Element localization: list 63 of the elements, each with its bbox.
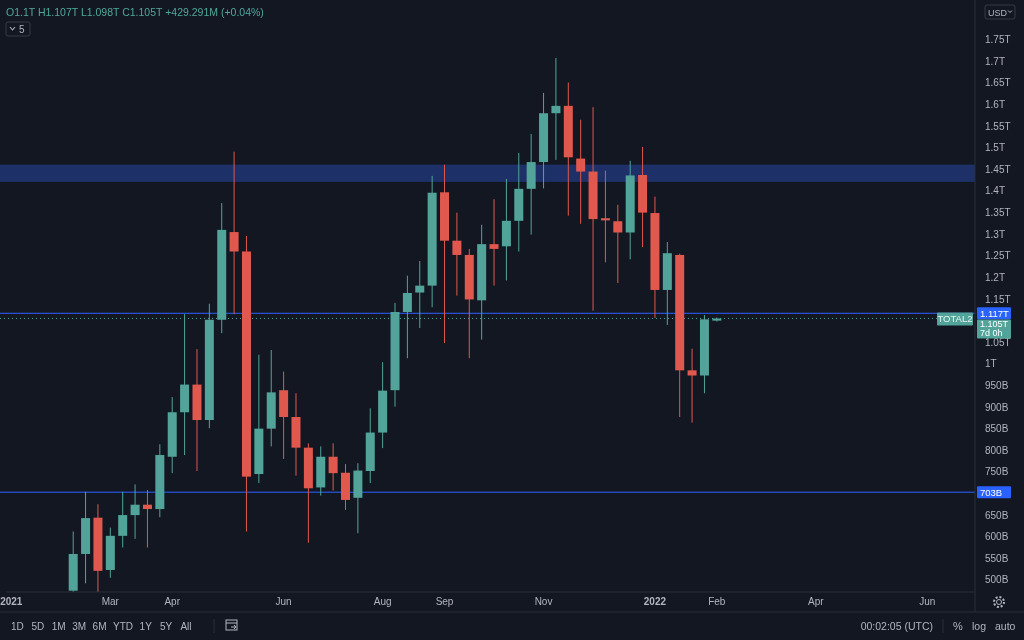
text: log (972, 620, 987, 632)
x-tick-label: Feb (708, 596, 726, 607)
annotation: 5 (19, 24, 25, 35)
x-tick-label: Jun (275, 596, 292, 607)
x-tick-label: Nov (534, 596, 553, 607)
y-tick-label: 800B (985, 444, 1009, 456)
ref-line-label: TOTAL2 (937, 312, 973, 324)
text: All (180, 621, 192, 632)
y-tick-label: 650B (985, 509, 1009, 521)
ref-line-label: 1.117T (980, 307, 1010, 319)
y-tick-label: 1.15T (985, 293, 1011, 305)
text: 00:02:05 (UTC) (860, 620, 933, 632)
x-tick-label: 2021 (0, 596, 23, 607)
y-tick-label: 1.4T (985, 185, 1006, 197)
text: 6M (92, 621, 107, 632)
y-tick-label: 1.5T (985, 142, 1006, 154)
candlestick (266, 349, 276, 447)
candlestick (638, 146, 648, 248)
text: USD (988, 7, 1008, 18)
text: 5Y (160, 621, 173, 632)
y-tick-label: 1.75T (985, 34, 1011, 46)
x-tick-label: Mar (101, 596, 120, 607)
text: 1Y (139, 621, 153, 632)
text: 1.105T (980, 319, 1009, 330)
x-tick-label: Sep (435, 596, 454, 607)
y-tick-label: 1.45T (985, 163, 1011, 175)
candlestick (279, 371, 289, 460)
text: 3M (72, 621, 87, 632)
y-tick-label: 1.6T (985, 99, 1006, 111)
x-tick-label: Jun (919, 596, 936, 607)
candlestick (440, 164, 450, 344)
y-tick-label: 1.65T (985, 77, 1011, 89)
text: YTD (113, 621, 133, 632)
y-tick-label: 1.2T (985, 271, 1006, 283)
text: 5D (31, 621, 45, 632)
y-tick-label: 1.05T (985, 336, 1011, 348)
y-tick-label: 1.3T (985, 228, 1006, 240)
y-tick-label: 850B (985, 423, 1009, 435)
y-tick-label: 1.35T (985, 207, 1011, 219)
x-tick-label: Apr (164, 596, 181, 607)
text: auto (995, 620, 1016, 632)
y-tick-label: 900B (985, 401, 1009, 413)
text: % (953, 620, 963, 632)
annotation: O1.1T H1.107T L1.098T C1.105T +429.291M (+0.04%) (6, 6, 264, 18)
y-tick-label: 1T (985, 358, 997, 370)
candlestick (118, 491, 128, 548)
candlestick (167, 396, 177, 474)
y-tick-label: 750B (985, 466, 1009, 478)
text: 7d 0h (980, 328, 1003, 339)
x-tick-label: 2022 (643, 596, 667, 607)
x-tick-label: Aug (373, 596, 392, 607)
text: 1M (51, 621, 66, 632)
candlestick (526, 133, 536, 236)
ref-line-label: 703B (980, 486, 1003, 498)
y-tick-label: 1.55T (985, 120, 1011, 132)
text: 1D (11, 621, 24, 632)
y-tick-label: 950B (985, 379, 1009, 391)
y-tick-label: 1.25T (985, 250, 1011, 262)
y-tick-label: 1.7T (985, 55, 1006, 67)
y-tick-label: 550B (985, 552, 1009, 564)
y-tick-label: 500B (985, 574, 1009, 586)
y-tick-label: 600B (985, 531, 1009, 543)
x-tick-label: Apr (808, 596, 825, 607)
